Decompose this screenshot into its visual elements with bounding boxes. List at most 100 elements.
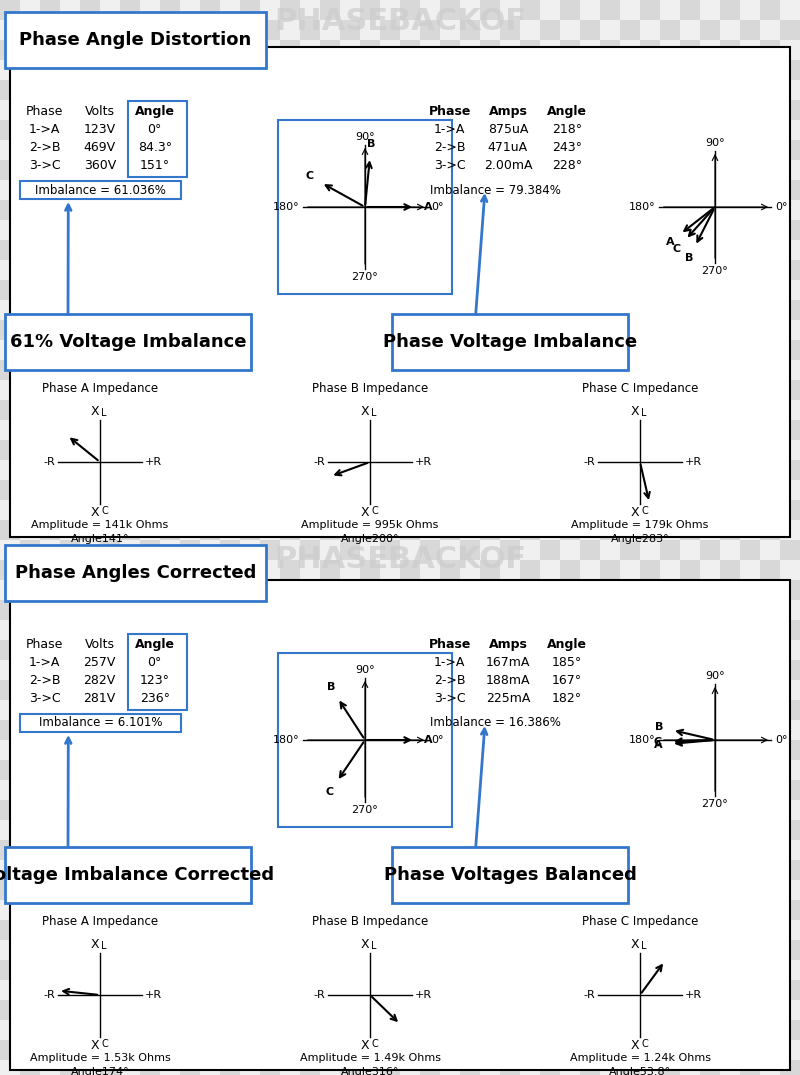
Bar [580,160,600,180]
Bar [560,620,580,640]
Bar [80,260,100,280]
Bar [240,60,260,80]
Bar [120,860,140,880]
Bar [80,780,100,800]
Bar [260,481,280,500]
Bar [500,180,520,200]
Bar [620,20,640,40]
Bar [340,860,360,880]
Bar [380,640,400,660]
Bar [780,940,800,960]
Bar [580,1040,600,1060]
Bar [220,1000,240,1020]
Bar [540,780,560,800]
Bar [180,1020,200,1040]
Bar [200,440,220,460]
Text: Phase C Impedance: Phase C Impedance [582,382,698,395]
Bar [620,820,640,840]
Bar [780,580,800,600]
Bar [200,760,220,780]
Bar [40,860,60,880]
Bar [440,900,460,920]
Bar [420,280,440,300]
Bar [280,660,300,680]
Bar [180,140,200,160]
Bar [100,860,120,880]
Bar [360,900,380,920]
Bar [540,520,560,540]
Bar [140,400,160,420]
Bar [380,700,400,720]
Bar [600,600,620,620]
Bar [640,280,660,300]
Bar [520,600,540,620]
Bar [660,100,680,120]
Bar [140,500,160,520]
Bar [100,940,120,960]
Bar [600,80,620,100]
Bar [520,460,540,481]
Bar [400,160,420,180]
Bar [220,540,240,560]
Bar [60,600,80,620]
Bar [380,720,400,740]
Bar [260,1020,280,1040]
Text: 180°: 180° [628,735,655,745]
Bar [280,220,300,240]
Bar [420,379,440,400]
Bar [780,340,800,360]
Bar [680,20,700,40]
Bar [480,180,500,200]
Bar [400,260,420,280]
Bar [340,260,360,280]
Bar [240,420,260,440]
Bar [20,1020,40,1040]
Bar [420,760,440,780]
Bar [80,840,100,860]
Bar [580,481,600,500]
Text: L: L [641,941,646,951]
Bar [360,660,380,680]
Bar [420,1020,440,1040]
Bar [160,80,180,100]
Bar [20,500,40,520]
Bar [180,80,200,100]
Bar [660,200,680,220]
Bar [700,860,720,880]
Bar [700,780,720,800]
Bar [160,560,180,581]
Bar [360,80,380,100]
Bar [720,940,740,960]
Bar [380,440,400,460]
Bar [340,840,360,860]
Bar [60,481,80,500]
Bar [680,379,700,400]
Bar [540,100,560,120]
Bar [140,660,160,680]
Bar [300,460,320,481]
Bar [280,880,300,900]
Bar [100,600,120,620]
Text: +R: +R [415,457,432,467]
Bar [740,180,760,200]
Bar [760,960,780,980]
Bar [340,40,360,60]
Bar [600,280,620,300]
Bar [520,1020,540,1040]
Bar [560,880,580,900]
Bar [360,740,380,760]
Bar [640,200,660,220]
Text: X: X [630,506,639,519]
Bar [180,1000,200,1020]
Bar [720,500,740,520]
Bar [600,120,620,140]
Bar [180,840,200,860]
Bar [220,600,240,620]
Bar [300,960,320,980]
Bar [580,400,600,420]
Bar [20,320,40,340]
Bar [260,60,280,80]
Text: 270°: 270° [702,266,728,276]
Bar [660,660,680,680]
Bar [260,160,280,180]
